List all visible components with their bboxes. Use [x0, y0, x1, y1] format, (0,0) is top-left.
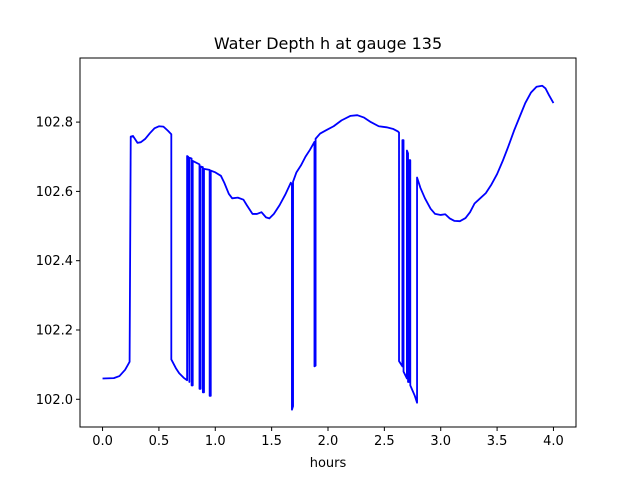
y-tick-label: 102.0	[36, 393, 73, 408]
chart-title: Water Depth h at gauge 135	[214, 34, 442, 53]
y-tick-label: 102.4	[36, 254, 73, 269]
x-axis-label: hours	[310, 456, 347, 471]
x-tick-label: 3.5	[487, 434, 508, 449]
x-tick-label: 1.0	[205, 434, 226, 449]
x-tick-label: 1.5	[261, 434, 282, 449]
x-tick-label: 0.5	[149, 434, 170, 449]
x-tick-label: 4.0	[543, 434, 564, 449]
x-tick-label: 0.0	[92, 434, 113, 449]
x-tick-label: 2.0	[318, 434, 339, 449]
y-tick-label: 102.8	[36, 116, 73, 131]
y-tick-label: 102.6	[36, 185, 73, 200]
series-layer	[102, 84, 555, 411]
y-tick-label: 102.2	[36, 323, 73, 338]
x-tick-label: 2.5	[374, 434, 395, 449]
x-tick-label: 3.0	[430, 434, 451, 449]
plot-area-frame	[79, 57, 577, 428]
axis-ticks: 0.0 0.5 1.0 1.5 2.0 2.5 3.0 3.5 4.0 102.0 102.2 102…	[36, 116, 564, 449]
series-line	[102, 84, 555, 411]
